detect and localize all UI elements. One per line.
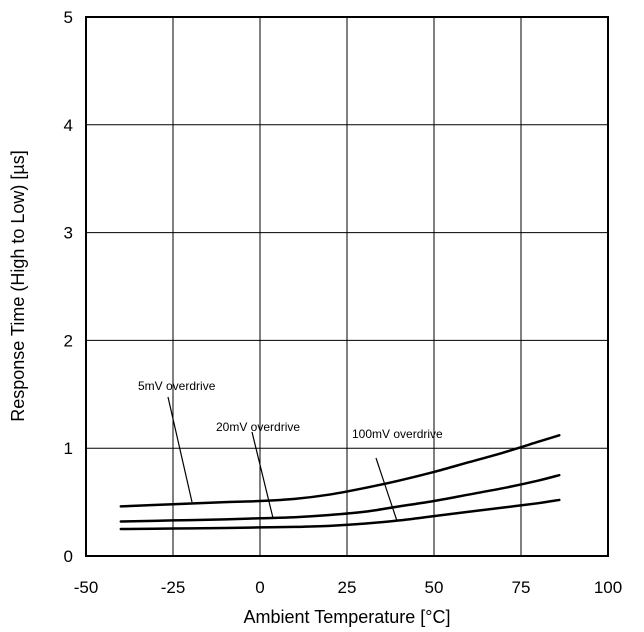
y-tick-label: 4 [64, 116, 73, 135]
x-tick-label: 25 [338, 578, 357, 597]
x-tick-label: -25 [161, 578, 186, 597]
x-tick-label: 0 [255, 578, 264, 597]
y-tick-label: 3 [64, 224, 73, 243]
leader-5mv [167, 396, 193, 503]
y-tick-label: 1 [64, 439, 73, 458]
series-line-1 [119, 473, 561, 523]
x-tick-label: 100 [594, 578, 622, 597]
y-tick-label: 5 [64, 8, 73, 27]
series-line-2 [119, 498, 561, 531]
grid-lines [86, 17, 608, 556]
x-tick-label: -50 [74, 578, 99, 597]
annotation-100mv: 100mV overdrive [352, 427, 443, 441]
series-line-0 [119, 434, 561, 508]
annotation-5mv: 5mV overdrive [138, 379, 216, 393]
x-tick-labels: -50 -25 0 25 50 75 100 [74, 578, 622, 597]
x-tick-label: 75 [512, 578, 531, 597]
x-tick-label: 50 [425, 578, 444, 597]
y-axis-label: Response Time (High to Low) [µs] [8, 150, 28, 421]
leader-100mv [375, 457, 398, 522]
series-annotations: 5mV overdrive 20mV overdrive 100mV overd… [138, 379, 443, 522]
plot-frame [85, 16, 609, 557]
x-axis-label: Ambient Temperature [°C] [244, 607, 451, 627]
y-tick-label: 2 [64, 331, 73, 350]
y-tick-label: 0 [64, 547, 73, 566]
annotation-20mv: 20mV overdrive [216, 420, 300, 434]
data-series [119, 434, 561, 531]
leader-20mv [251, 431, 274, 519]
y-tick-labels: 0 1 2 3 4 5 [64, 8, 73, 566]
